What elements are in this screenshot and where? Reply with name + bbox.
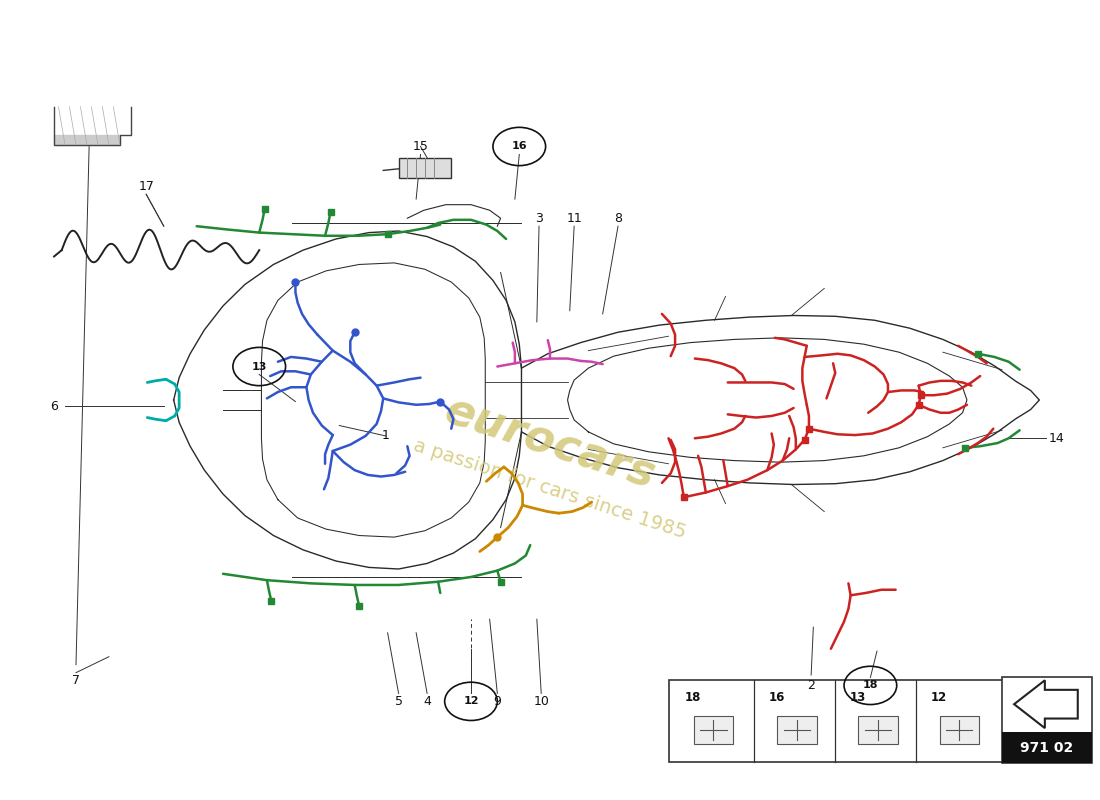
Text: 11: 11 [566,212,582,225]
FancyBboxPatch shape [1002,732,1092,762]
FancyBboxPatch shape [398,158,451,178]
Text: 18: 18 [685,691,702,704]
Text: eurocars: eurocars [439,390,661,498]
Text: 12: 12 [931,691,947,704]
Text: 16: 16 [769,691,784,704]
Text: 2: 2 [807,679,815,692]
Text: 971 02: 971 02 [1021,741,1074,755]
Text: 8: 8 [614,212,622,225]
Text: 6: 6 [51,400,58,413]
Text: 13: 13 [252,362,267,371]
FancyBboxPatch shape [777,716,816,744]
Text: 7: 7 [72,674,80,687]
FancyBboxPatch shape [669,680,1004,762]
Text: 4: 4 [424,695,431,708]
Text: 16: 16 [512,142,527,151]
FancyBboxPatch shape [1002,677,1092,762]
FancyBboxPatch shape [939,716,979,744]
Text: 15: 15 [412,140,429,153]
Text: 1: 1 [382,430,389,442]
FancyBboxPatch shape [858,716,898,744]
Text: 13: 13 [849,691,866,704]
Text: 3: 3 [535,212,543,225]
Text: 10: 10 [534,695,549,708]
Text: 14: 14 [1049,432,1065,445]
Text: 18: 18 [862,681,878,690]
Text: 17: 17 [139,180,154,193]
Text: 5: 5 [395,695,403,708]
Text: a passion for cars since 1985: a passion for cars since 1985 [411,436,689,542]
Text: 9: 9 [494,695,502,708]
FancyBboxPatch shape [694,716,734,744]
Text: 12: 12 [463,696,478,706]
